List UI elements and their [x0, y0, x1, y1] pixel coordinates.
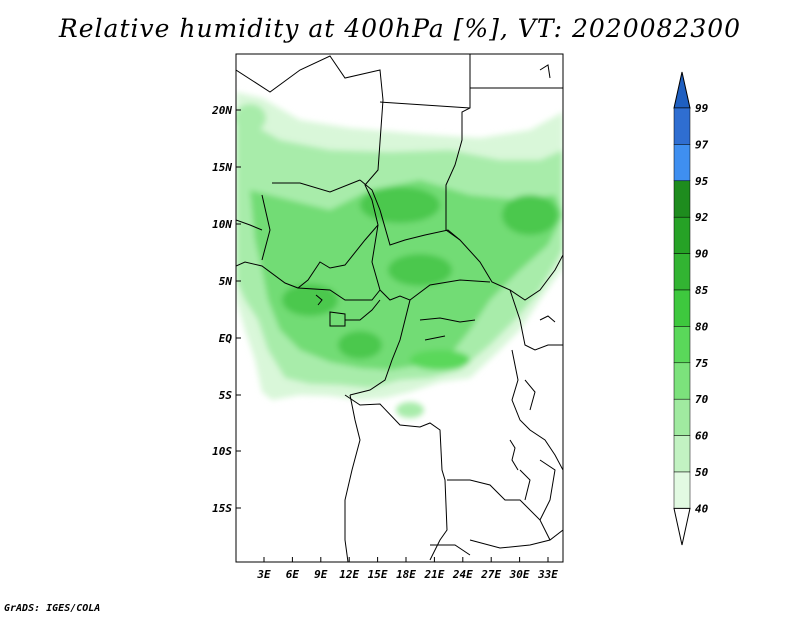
- colorbar-segment: [673, 144, 691, 182]
- humidity-core: [388, 254, 452, 286]
- humidity-field: [236, 92, 563, 418]
- lat-label: 10N: [212, 218, 232, 231]
- lon-label: 12E: [339, 568, 359, 581]
- lat-label: EQ: [219, 332, 233, 345]
- lon-label: 6E: [286, 568, 300, 581]
- humidity-core: [360, 187, 440, 223]
- colorbar-bottom-arrow: [673, 507, 691, 546]
- lat-label: 20N: [211, 104, 232, 117]
- lon-label: 3E: [256, 568, 271, 581]
- colorbar-segment: [673, 253, 691, 291]
- humidity-core: [396, 402, 424, 418]
- colorbar-level-label: 60: [695, 430, 709, 443]
- colorbar-segment: [673, 362, 691, 400]
- humidity-core: [282, 284, 338, 316]
- longitude-axis: 3E 6E 9E 12E 15E 18E 21E 24E 27E 30E 33E: [256, 557, 558, 581]
- colorbar-level-label: 70: [695, 393, 709, 406]
- map-frame: [235, 53, 564, 563]
- lon-label: 15E: [368, 568, 388, 581]
- colorbar-segment: [673, 107, 691, 145]
- colorbar-level-label: 75: [695, 357, 709, 370]
- colorbar-segment: [673, 398, 691, 436]
- colorbar-level-label: 80: [695, 320, 709, 333]
- lat-label: 5S: [219, 389, 233, 402]
- colorbar: 99 97 95 92 90 85 80 75 70 60 50 40: [673, 71, 709, 546]
- lon-label: 33E: [537, 568, 558, 581]
- grads-credit: GrADS: IGES/COLA: [4, 603, 101, 614]
- chart-title: Relative humidity at 400hPa [%], VT: 202…: [58, 14, 742, 43]
- humidity-core: [338, 331, 382, 359]
- colorbar-segment: [673, 326, 691, 364]
- country-borders: [236, 54, 563, 562]
- colorbar-segment: [673, 289, 691, 327]
- colorbar-level-label: 92: [695, 211, 709, 224]
- lon-label: 24E: [452, 568, 473, 581]
- colorbar-level-label: 99: [695, 102, 709, 115]
- lat-label: 10S: [212, 445, 232, 458]
- lat-label: 5N: [219, 275, 233, 288]
- humidity-core: [410, 350, 470, 370]
- colorbar-segment: [673, 180, 691, 218]
- latitude-axis: 20N 15N 10N 5N EQ 5S 10S 15S: [211, 104, 241, 515]
- lon-label: 9E: [314, 568, 328, 581]
- lon-label: 27E: [480, 568, 501, 581]
- colorbar-level-label: 40: [695, 502, 709, 515]
- lat-label: 15N: [212, 161, 232, 174]
- lon-label: 21E: [423, 568, 444, 581]
- colorbar-segment: [673, 216, 691, 254]
- colorbar-segment: [673, 471, 691, 509]
- colorbar-top-arrow: [673, 71, 691, 109]
- colorbar-level-label: 85: [695, 284, 709, 297]
- colorbar-level-label: 95: [695, 175, 709, 188]
- humidity-core: [236, 104, 266, 132]
- lat-label: 15S: [212, 502, 232, 515]
- lon-label: 18E: [396, 568, 416, 581]
- colorbar-level-label: 50: [695, 466, 709, 479]
- colorbar-level-label: 90: [695, 248, 709, 261]
- lon-label: 30E: [509, 568, 530, 581]
- humidity-core: [502, 195, 558, 235]
- colorbar-segment: [673, 435, 691, 473]
- colorbar-level-label: 97: [695, 138, 709, 151]
